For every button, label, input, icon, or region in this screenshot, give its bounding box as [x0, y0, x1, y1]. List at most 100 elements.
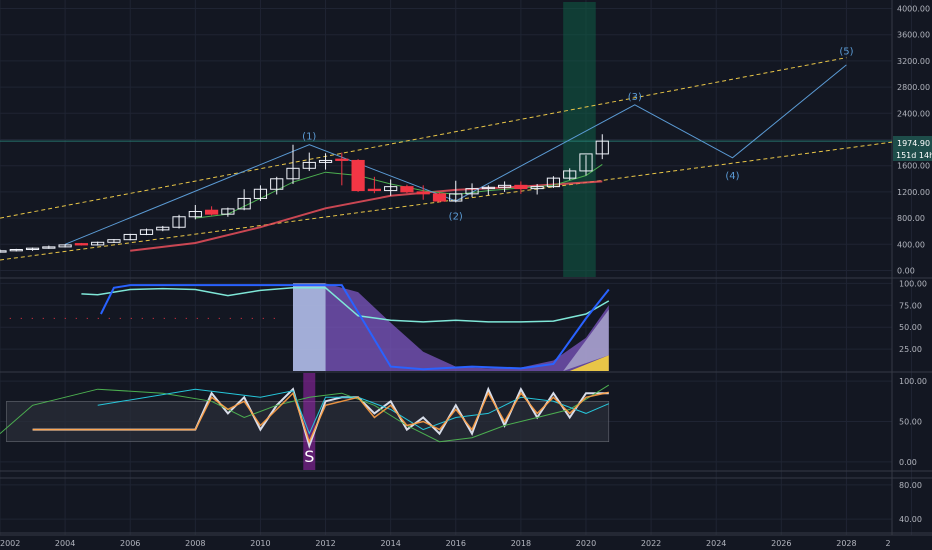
candle-body-22	[351, 159, 365, 192]
price-axis-label-10: 0.00	[897, 266, 915, 275]
time-axis-label-13: 2028	[836, 539, 856, 548]
time-axis-label-12: 2026	[771, 539, 791, 548]
osc2-axis-label-2: 0.00	[899, 458, 917, 467]
time-axis-label-0: 2002	[0, 539, 20, 548]
price-axis-label-4: 2400.00	[897, 109, 930, 118]
oscillator-2-panel[interactable]	[0, 373, 610, 470]
signal-marker[interactable]: S	[304, 447, 314, 466]
last-price-tag	[893, 136, 932, 149]
osc2-series-orange	[32, 391, 609, 444]
candle-body-37	[595, 140, 609, 155]
osc2-series-green	[0, 384, 610, 443]
candle-body-24	[384, 186, 398, 192]
candle-body-28	[449, 193, 463, 202]
wave-label-4: (4)	[725, 171, 739, 182]
candle-body-14	[221, 208, 235, 215]
candle-body-35	[563, 170, 577, 179]
candle-body-18	[286, 167, 300, 180]
price-axis-label-8: 800.00	[897, 214, 925, 223]
osc1-area-fill	[292, 283, 609, 371]
last-price-label: 1974.90	[897, 139, 930, 148]
osc1-yellow-fill	[569, 355, 609, 371]
time-axis-label-8: 2018	[511, 539, 531, 548]
price-axis-label-9: 400.00	[897, 240, 925, 249]
price-axis-label-1: 3600.00	[897, 31, 930, 40]
time-axis-label-5: 2012	[315, 539, 335, 548]
candle-body-17	[270, 178, 284, 190]
candle-body-8	[123, 233, 137, 241]
candle-body-23	[367, 188, 381, 192]
candle-body-12	[188, 211, 202, 218]
grid-lines	[0, 0, 932, 536]
candle-body-26	[416, 191, 430, 195]
candle-body-13	[205, 209, 219, 215]
candle-body-5	[74, 243, 88, 246]
osc2-axis-label-1: 50.00	[899, 418, 922, 427]
candle-body-27	[432, 193, 447, 202]
candle-body-4	[58, 244, 72, 248]
candle-body-31	[497, 184, 512, 188]
osc2-series-cyan	[97, 388, 609, 435]
osc3-axis-label-1: 40.00	[899, 515, 922, 524]
osc1-series-blue	[100, 284, 610, 371]
candle-body-29	[465, 188, 479, 195]
price-axis-label-6: 1600.00	[897, 162, 930, 171]
signal-label: S	[304, 447, 314, 466]
price-axis-label-3: 2800.00	[897, 83, 930, 92]
candle-body-36	[579, 153, 593, 172]
candle-body-19	[302, 161, 316, 169]
time-axis-label-2: 2006	[120, 539, 140, 548]
price-tags: 1974.90 151d 14h	[893, 136, 932, 161]
osc1-axis-label-3: 25.00	[899, 345, 922, 354]
time-axis-label-10: 2022	[641, 539, 661, 548]
osc3-axis-label-0: 80.00	[899, 481, 922, 490]
time-axis-label-9: 2020	[576, 539, 596, 548]
candle-body-2	[25, 247, 40, 250]
price-axis-label-0: 4000.00	[897, 5, 930, 14]
price-axis-label-2: 3200.00	[897, 57, 930, 66]
candle-body-34	[546, 177, 561, 188]
candle-body-3	[42, 246, 56, 249]
time-axis-label-11: 2024	[706, 539, 726, 548]
candle-body-33	[530, 186, 544, 190]
candle-body-21	[335, 158, 349, 161]
time-axis-label-1: 2004	[55, 539, 75, 548]
osc1-axis-label-2: 50.00	[899, 323, 922, 332]
price-panel[interactable]: (1) (2) (3) (4) (5)	[0, 46, 893, 261]
candle-body-15	[237, 197, 251, 210]
wave-label-5: (5)	[839, 46, 853, 57]
osc1-gray-fill	[563, 309, 609, 371]
price-axis-label-7: 1200.00	[897, 188, 930, 197]
candle-body-20	[318, 159, 333, 163]
highlight-zone	[563, 2, 596, 277]
osc1-series-cyan	[81, 287, 610, 323]
wave-label-2: (2)	[449, 211, 463, 222]
candle-body-30	[481, 186, 495, 190]
candle-body-32	[514, 184, 528, 190]
candle-body-25	[400, 186, 414, 193]
osc1-axis-label-0: 100.00	[899, 279, 927, 288]
time-axis-label-7: 2016	[446, 539, 466, 548]
wave-label-3: (3)	[628, 92, 642, 103]
axes: 4000.003600.003200.002800.002400.002000.…	[0, 5, 930, 548]
candle-body-16	[253, 188, 268, 199]
candle-body-0	[0, 250, 7, 253]
candle-body-7	[107, 239, 121, 243]
osc1-axis-label-1: 75.00	[899, 301, 922, 310]
candle-body-6	[91, 241, 105, 246]
highlight-2019-2020	[563, 2, 596, 277]
countdown-label: 151d 14h	[896, 151, 932, 160]
countdown-tag	[893, 149, 932, 161]
osc2-axis-label-0: 100.00	[899, 377, 927, 386]
time-axis-label-6: 2014	[380, 539, 400, 548]
osc1-light-block	[292, 283, 326, 371]
elliott-wave-path	[64, 64, 847, 245]
wave-label-1: (1)	[302, 132, 316, 143]
time-axis-label-4: 2010	[250, 539, 270, 548]
oscillator-1-panel[interactable]	[9, 283, 610, 371]
candle-body-9	[139, 229, 154, 235]
time-axis-label-3: 2008	[185, 539, 205, 548]
channel-upper-line	[0, 57, 847, 219]
